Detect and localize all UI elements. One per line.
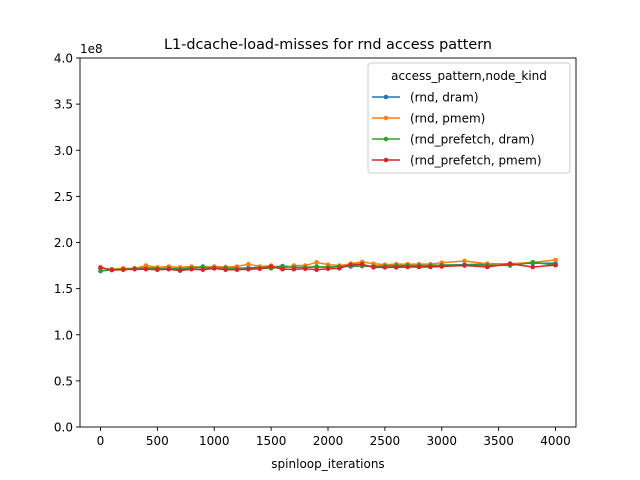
legend-label-2: (rnd_prefetch, dram)	[410, 133, 535, 147]
x-tick-label-6: 3000	[426, 434, 457, 448]
y-tick-label-1: 0.5	[54, 374, 73, 388]
data-point-2-34	[530, 260, 536, 265]
data-point-3-30	[439, 264, 445, 269]
data-point-3-22	[348, 262, 354, 267]
data-point-2-0	[98, 268, 103, 274]
x-tick-label-4: 2000	[313, 434, 344, 448]
data-point-3-29	[428, 264, 433, 270]
legend: access_pattern,node_kind (rnd, dram) (rnd,…	[367, 62, 571, 174]
y-tick-label-6: 3.0	[54, 144, 73, 158]
data-point-3-14	[257, 266, 263, 272]
x-tick-label-7: 3500	[483, 434, 514, 448]
x-tick-label-2: 1000	[199, 434, 230, 448]
legend-swatch-marker-1	[383, 115, 389, 121]
series-3	[98, 261, 558, 273]
data-point-3-10	[211, 266, 217, 271]
y-tick-label-4: 2.0	[54, 236, 73, 250]
data-point-3-21	[337, 266, 342, 271]
data-point-1-13	[246, 261, 251, 267]
data-point-3-19	[314, 267, 319, 273]
legend-label-0: (rnd, dram)	[410, 91, 479, 105]
data-point-3-1	[109, 267, 115, 273]
data-point-3-23	[359, 261, 365, 267]
data-point-3-15	[268, 264, 274, 269]
legend-swatch-marker-2	[383, 136, 389, 142]
data-point-1-35	[553, 257, 558, 263]
data-point-3-2	[120, 267, 126, 273]
y-tick-label-0: 0.0	[54, 421, 73, 435]
legend-label-1: (rnd, pmem)	[410, 112, 485, 126]
legend-swatch-marker-0	[383, 94, 389, 100]
x-tick-label-8: 4000	[540, 434, 571, 448]
y-tick-label-7: 3.5	[54, 98, 73, 112]
y-tick-label-3: 1.5	[54, 282, 73, 296]
data-point-3-8	[189, 266, 194, 272]
data-point-3-16	[280, 266, 285, 272]
y-tick-label-8: 4.0	[54, 52, 73, 66]
data-point-3-18	[302, 266, 308, 272]
data-point-3-12	[234, 267, 240, 273]
data-point-3-4	[143, 266, 149, 272]
data-point-2-9	[200, 264, 206, 269]
legend-title: access_pattern,node_kind	[391, 69, 547, 83]
data-point-3-26	[393, 265, 399, 270]
x-tick-label-5: 2500	[370, 434, 401, 448]
data-point-1-31	[462, 258, 467, 264]
data-point-1-4	[143, 263, 149, 268]
data-point-3-28	[416, 264, 422, 270]
data-point-3-17	[291, 266, 297, 272]
y-tick-label-5: 2.5	[54, 190, 73, 204]
legend-swatch-marker-3	[383, 157, 389, 163]
x-axis-label: spinloop_iterations	[271, 457, 384, 471]
data-point-3-11	[223, 267, 228, 273]
data-point-3-6	[166, 266, 172, 272]
data-point-3-33	[507, 261, 513, 267]
data-point-3-0	[98, 265, 103, 270]
data-point-3-20	[325, 266, 331, 272]
data-point-3-3	[132, 266, 137, 272]
data-point-3-32	[484, 264, 490, 270]
data-point-3-13	[246, 266, 251, 272]
legend-box	[367, 62, 571, 174]
data-point-1-19	[314, 260, 319, 265]
data-point-3-31	[462, 263, 467, 268]
data-point-3-27	[405, 264, 410, 270]
x-tick-label-3: 1500	[256, 434, 287, 448]
legend-label-3: (rnd_prefetch, pmem)	[410, 154, 542, 168]
x-tick-label-1: 500	[146, 434, 169, 448]
x-tick-label-0: 0	[97, 434, 105, 448]
y-tick-label-2: 1.0	[54, 328, 73, 342]
data-point-2-19	[314, 264, 319, 269]
data-point-3-5	[155, 267, 160, 273]
data-point-3-35	[553, 262, 558, 268]
chart-title: L1-dcache-load-misses for rnd access pat…	[164, 37, 492, 53]
data-point-3-24	[371, 265, 376, 270]
data-point-3-34	[530, 264, 536, 270]
data-point-3-25	[382, 265, 388, 270]
y-offset-label: 1e8	[80, 42, 103, 56]
data-point-3-7	[177, 268, 183, 273]
plot-area: 0 500 1000 1500 2000 2500 3000 3500 4000 0.0 0.5 1.…	[54, 52, 577, 448]
data-point-3-9	[200, 267, 206, 273]
